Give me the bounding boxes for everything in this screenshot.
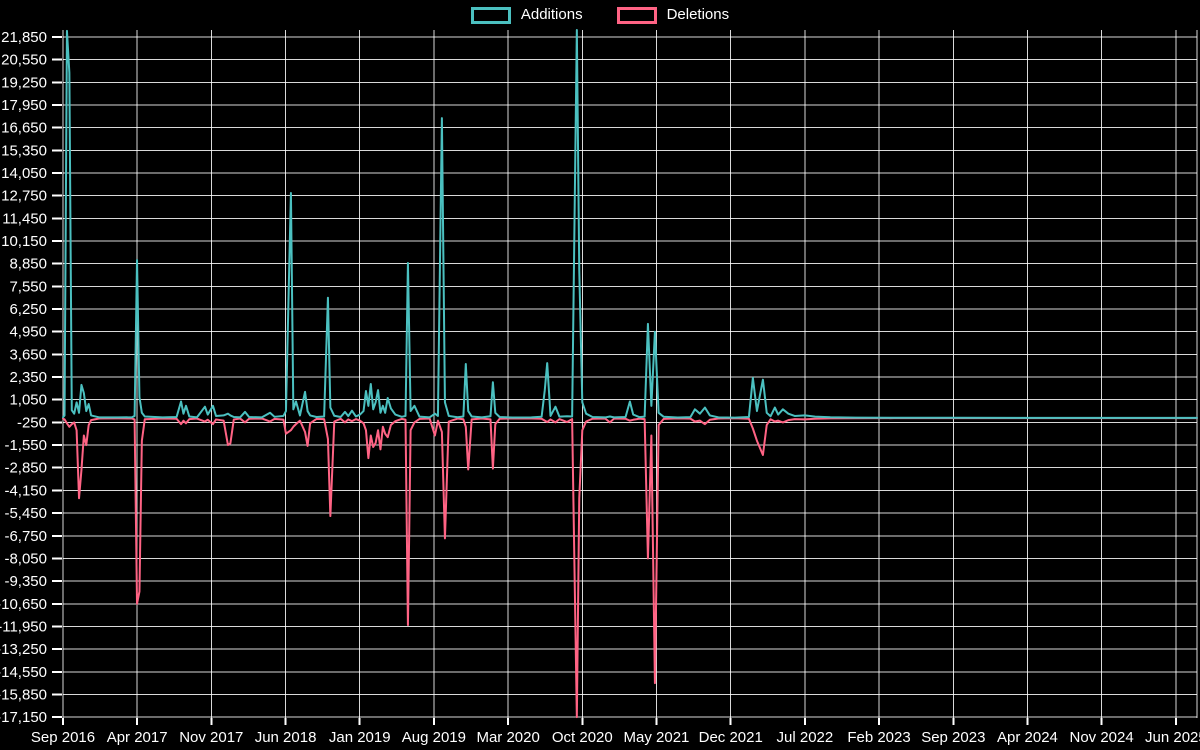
deletions-legend-box-icon — [616, 6, 657, 24]
y-tick-label: -13,250 — [0, 641, 47, 658]
y-tick-label: 21,850 — [1, 29, 47, 46]
legend-item-deletions[interactable]: Deletions — [616, 6, 730, 24]
x-tick-label: Mar 2020 — [476, 729, 539, 746]
y-tick-label: -17,150 — [0, 709, 47, 726]
y-tick-label: 1,050 — [9, 392, 47, 409]
x-tick-label: Jun 2018 — [255, 729, 317, 746]
x-tick-label: Oct 2020 — [552, 729, 613, 746]
x-tick-label: Sep 2016 — [31, 729, 95, 746]
x-tick-label: Jul 2022 — [777, 729, 834, 746]
y-tick-label: -15,850 — [0, 686, 47, 703]
x-tick-label: Nov 2017 — [179, 729, 243, 746]
y-tick-label: 15,350 — [1, 142, 47, 159]
y-tick-label: -9,350 — [4, 573, 47, 590]
deletions-legend-label: Deletions — [666, 6, 730, 23]
y-tick-label: -250 — [17, 414, 47, 431]
y-tick-label: 20,550 — [1, 52, 47, 69]
x-tick-label: Sep 2023 — [921, 729, 985, 746]
y-tick-label: 11,450 — [2, 210, 47, 227]
x-tick-label: Dec 2021 — [699, 729, 763, 746]
y-tick-label: 7,550 — [9, 278, 47, 295]
y-tick-label: -11,950 — [0, 618, 47, 635]
y-tick-label: 19,250 — [1, 74, 47, 91]
y-tick-label: 6,250 — [9, 301, 47, 318]
additions-legend-box-icon — [470, 6, 511, 24]
additions-legend-label: Additions — [520, 6, 583, 23]
y-tick-label: -10,650 — [0, 596, 47, 613]
y-tick-label: 3,650 — [9, 346, 47, 363]
x-tick-label: Apr 2024 — [997, 729, 1058, 746]
y-tick-label: -14,550 — [0, 664, 47, 681]
x-tick-label: Feb 2023 — [847, 729, 910, 746]
y-tick-label: 14,050 — [1, 165, 47, 182]
chart-legend: Additions Deletions — [0, 6, 1200, 24]
y-tick-label: -1,550 — [4, 437, 47, 454]
y-tick-label: -4,150 — [4, 482, 47, 499]
deletions-line — [62, 417, 1198, 719]
legend-item-additions[interactable]: Additions — [470, 6, 583, 24]
x-tick-label: Jun 2025 — [1145, 729, 1200, 746]
x-tick-label: Jan 2019 — [329, 729, 391, 746]
y-tick-label: 10,150 — [1, 233, 47, 250]
y-tick-label: -2,850 — [4, 460, 47, 477]
y-tick-label: -6,750 — [4, 528, 47, 545]
x-tick-label: May 2021 — [624, 729, 690, 746]
y-tick-label: 2,350 — [9, 369, 47, 386]
x-tick-label: Aug 2019 — [402, 729, 466, 746]
y-tick-label: -8,050 — [4, 550, 47, 567]
additions-line — [62, 29, 1198, 419]
x-tick-label: Nov 2024 — [1070, 729, 1134, 746]
y-tick-label: -5,450 — [4, 505, 47, 522]
y-tick-label: 16,650 — [1, 120, 47, 137]
y-tick-label: 12,750 — [1, 188, 47, 205]
y-tick-label: 8,850 — [9, 256, 47, 273]
y-tick-label: 4,950 — [9, 324, 47, 341]
y-tick-label: 17,950 — [1, 97, 47, 114]
x-tick-label: Apr 2017 — [107, 729, 168, 746]
